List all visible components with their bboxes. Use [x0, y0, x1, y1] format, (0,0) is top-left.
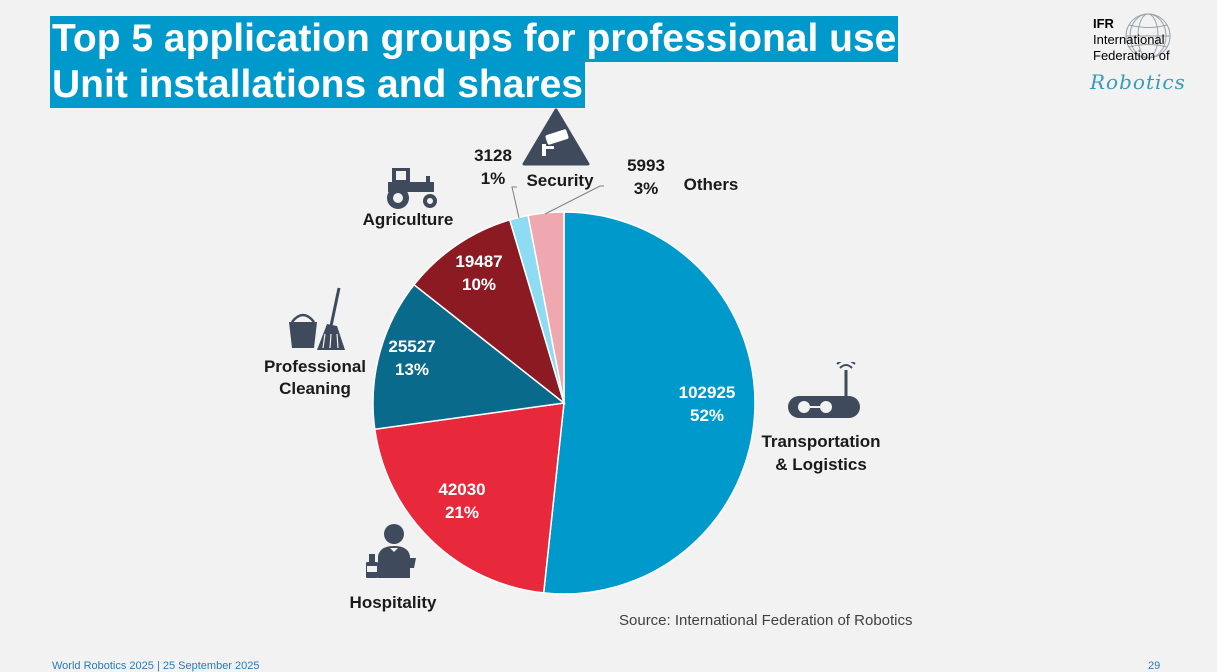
data-label-share: 1% [481, 169, 506, 188]
category-label: Agriculture [363, 210, 454, 229]
slide-subtitle: Unit installations and shares [50, 62, 585, 108]
security-camera-icon [522, 108, 590, 166]
bucket-mop-icon [289, 287, 345, 350]
data-label-share: 10% [462, 275, 496, 294]
category-label: Hospitality [350, 593, 437, 612]
pie-slice-hospitality [373, 402, 565, 594]
data-label-share: 13% [395, 360, 429, 379]
category-label: Others [684, 175, 739, 194]
category-label: Professional [264, 357, 366, 376]
data-label-value: 42030 [438, 480, 485, 499]
pie-slice-cleaning [372, 283, 566, 431]
category-label: Transportation [761, 432, 880, 451]
logo-line: Federation of [1093, 48, 1170, 63]
leader-line [511, 186, 520, 219]
waiter-icon [366, 524, 416, 578]
data-label-value: 5993 [627, 156, 665, 175]
pie-slice-transportation [542, 211, 756, 595]
footer-text: World Robotics 2025 | 25 September 2025 [52, 660, 260, 672]
data-label-share: 52% [690, 406, 724, 425]
slide-title: Top 5 application groups for professiona… [50, 16, 899, 62]
logo-line: International [1093, 32, 1165, 47]
data-label-share: 21% [445, 503, 479, 522]
data-label-value: 19487 [455, 252, 502, 271]
robot-vehicle-icon [788, 362, 860, 418]
pie-slice-others [527, 211, 565, 404]
logo-abbrev: IFR [1093, 16, 1114, 31]
data-label-value: 25527 [388, 337, 435, 356]
ifr-logo: IFR International Federation of Robotics [1090, 13, 1210, 96]
leader-line [544, 185, 604, 215]
tractor-icon [387, 168, 437, 209]
logo-script: Robotics [1090, 70, 1186, 94]
data-label-value: 102925 [679, 383, 736, 402]
globe-icon [1125, 13, 1171, 59]
data-label-value: 3128 [474, 146, 512, 165]
data-label-share: 3% [634, 179, 659, 198]
source-note: Source: International Federation of Robo… [619, 612, 913, 629]
pie-slice-agriculture [412, 218, 566, 406]
category-label: & Logistics [775, 455, 867, 474]
title-block: Top 5 application groups for professiona… [50, 16, 899, 108]
category-label: Cleaning [279, 379, 351, 398]
page-number: 29 [1148, 660, 1161, 672]
category-label: Security [526, 171, 594, 190]
